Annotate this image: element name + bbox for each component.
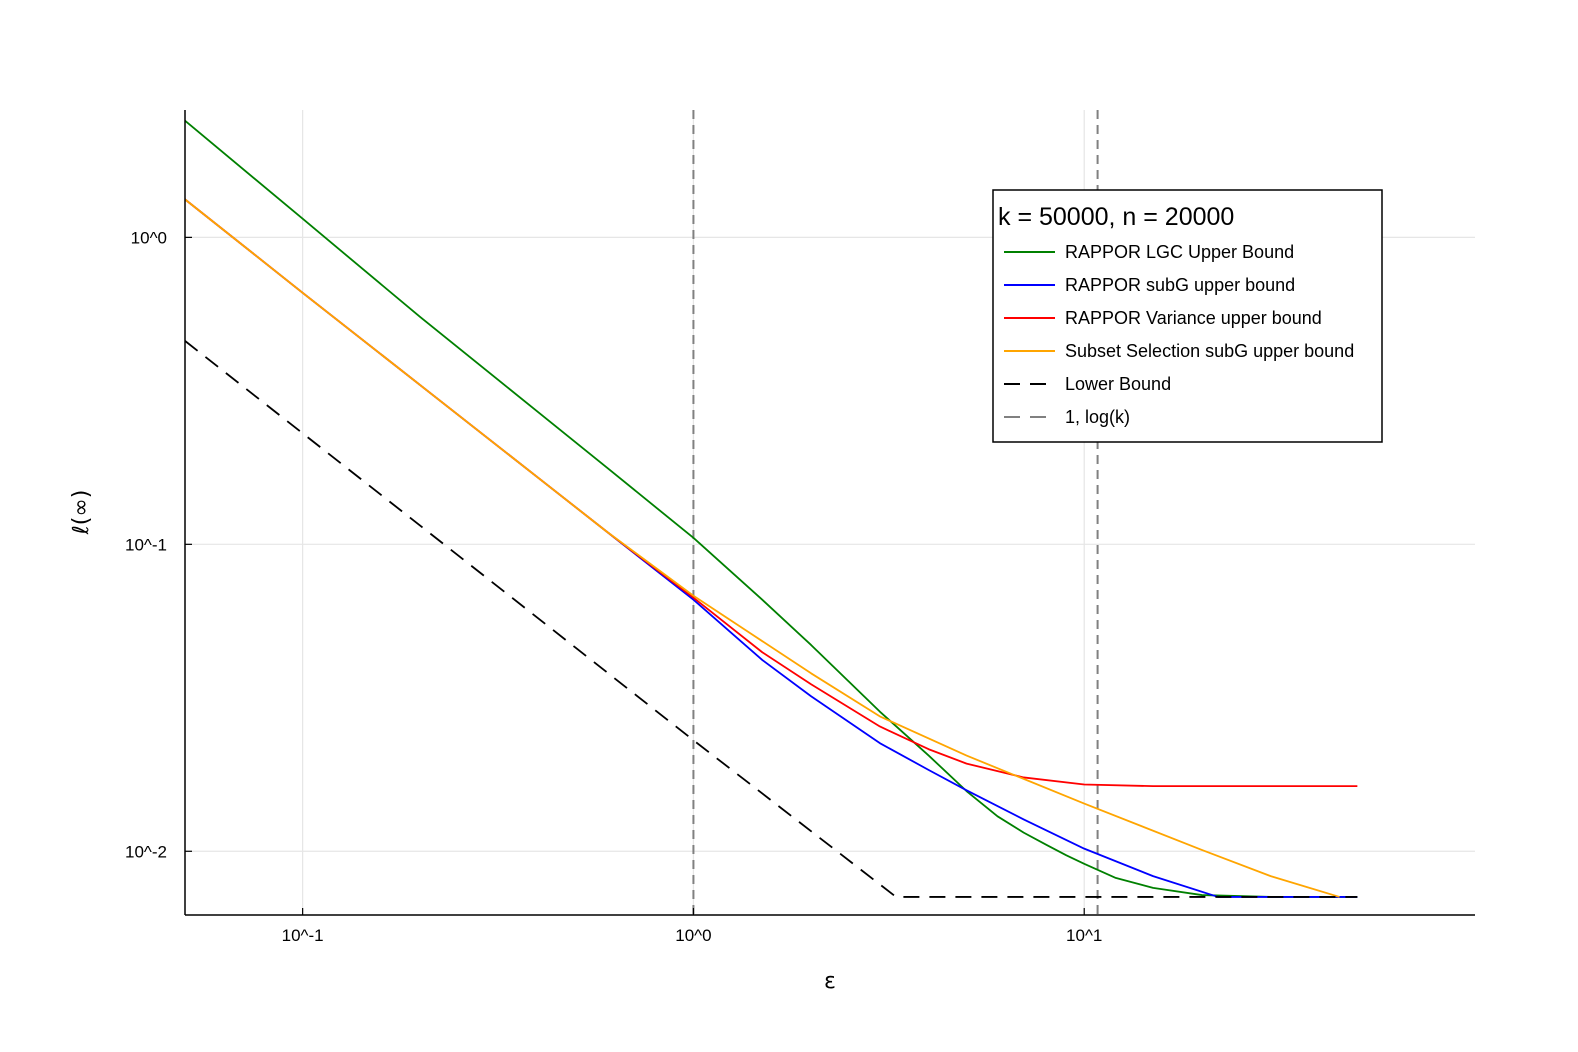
ticks: 10^-1 10^0 10^1 10^-2 10^-1 10^0 xyxy=(125,228,1102,945)
legend-label: Lower Bound xyxy=(1065,374,1171,394)
legend-label: Subset Selection subG upper bound xyxy=(1065,341,1354,361)
legend-label: RAPPOR subG upper bound xyxy=(1065,275,1295,295)
legend-label: RAPPOR LGC Upper Bound xyxy=(1065,242,1294,262)
x-tick-label: 10^-1 xyxy=(282,926,324,945)
x-axis-title: ε xyxy=(824,969,836,994)
y-tick-label: 10^-2 xyxy=(125,842,167,861)
series-lines xyxy=(184,119,1358,898)
legend-label: 1, log(k) xyxy=(1065,407,1130,427)
x-tick-label: 10^1 xyxy=(1066,926,1102,945)
axes xyxy=(184,110,1475,916)
series-line-subset-selection-subg-upper-bound xyxy=(184,198,1340,898)
y-axis-title: ℓ(∞) xyxy=(69,490,94,536)
x-tick-label: 10^0 xyxy=(675,926,711,945)
y-tick-label: 10^0 xyxy=(131,228,167,247)
legend-items: RAPPOR LGC Upper Bound RAPPOR subG upper … xyxy=(1004,242,1354,427)
legend-label: RAPPOR Variance upper bound xyxy=(1065,308,1322,328)
legend-box xyxy=(992,189,1383,443)
legend: k = 50000, n = 20000 RAPPOR LGC Upper Bo… xyxy=(992,189,1383,443)
legend-title: k = 50000, n = 20000 xyxy=(998,203,1234,231)
y-tick-label: 10^-1 xyxy=(125,535,167,554)
